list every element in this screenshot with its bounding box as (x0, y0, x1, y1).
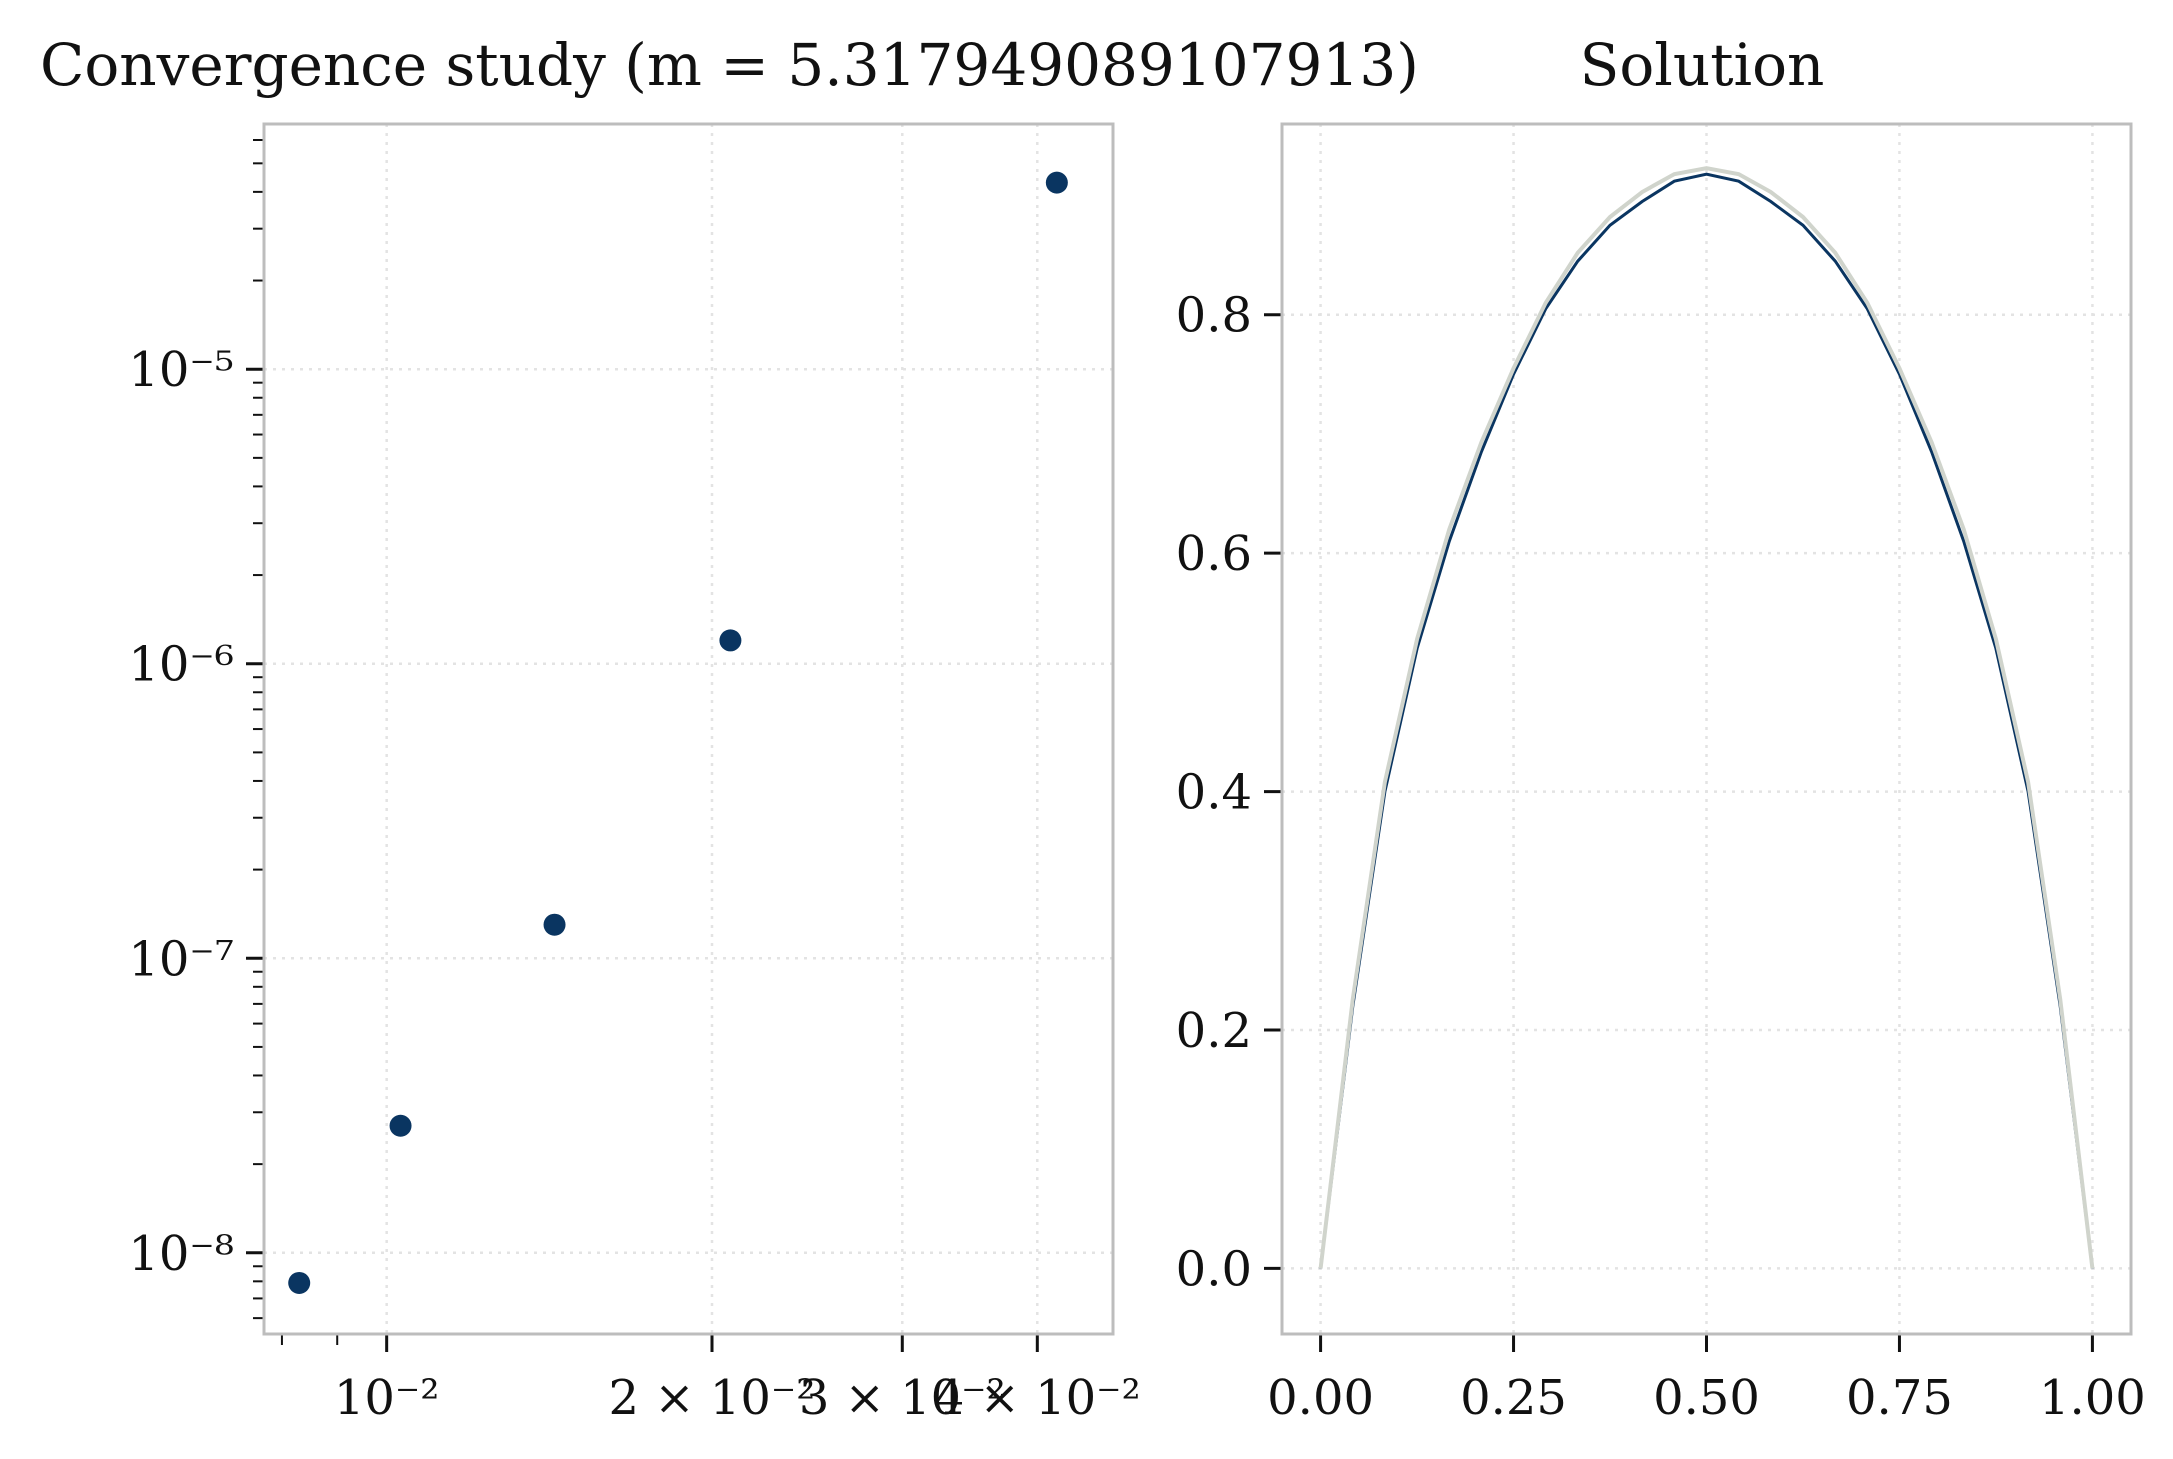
grid-lines (1282, 124, 2131, 1334)
y-tick-label: 10⁻⁷ (128, 931, 234, 987)
data-layer (1318, 166, 2095, 1269)
convergence-plot: Convergence study (m = 5.317949089107913… (40, 31, 1419, 1426)
grid-lines (264, 124, 1113, 1334)
x-tick-label: 3 × 10⁻² (799, 1370, 1006, 1426)
series-line (1318, 166, 2095, 1269)
y-tick-label: 10⁻⁸ (128, 1226, 234, 1282)
data-point (288, 1271, 311, 1294)
y-tick-label: 10⁻⁶ (128, 637, 234, 693)
convergence-plot-title: Convergence study (m = 5.317949089107913… (40, 31, 1419, 99)
data-layer (288, 171, 1068, 1294)
x-tick-label: 0.50 (1653, 1370, 1760, 1426)
x-tick-label: 1.00 (2039, 1370, 2146, 1426)
y-tick-label: 0.6 (1176, 526, 1252, 582)
y-tick-label: 0.0 (1176, 1241, 1252, 1297)
plot-frame (1280, 122, 2133, 1336)
plot-frame (262, 122, 1115, 1336)
x-tick-label: 2 × 10⁻² (609, 1370, 816, 1426)
series-line (1319, 172, 2094, 1269)
solution-plot-title: Solution (1580, 31, 1825, 99)
x-tick-label: 0.25 (1460, 1370, 1567, 1426)
y-tick-label: 0.8 (1176, 288, 1252, 344)
data-point (389, 1114, 412, 1137)
y-tick-label: 10⁻⁵ (128, 342, 234, 398)
y-tick-label: 0.2 (1176, 1003, 1252, 1059)
solution-plot: Solution 0.00 0.25 0.50 0.75 1.00 0.0 0.2 0.4 0.… (1176, 31, 2146, 1426)
convergence-plot-area (262, 122, 1115, 1336)
x-tick-label: 0.00 (1267, 1370, 1374, 1426)
data-point (719, 629, 742, 652)
y-minor-ticks (253, 139, 264, 1320)
x-tick-label: 10⁻² (334, 1370, 440, 1426)
data-point (543, 913, 566, 936)
data-point (1045, 171, 1068, 194)
x-tick-label: 4 × 10⁻² (934, 1370, 1141, 1426)
x-tick-label: 0.75 (1846, 1370, 1953, 1426)
y-tick-label: 0.4 (1176, 765, 1252, 821)
